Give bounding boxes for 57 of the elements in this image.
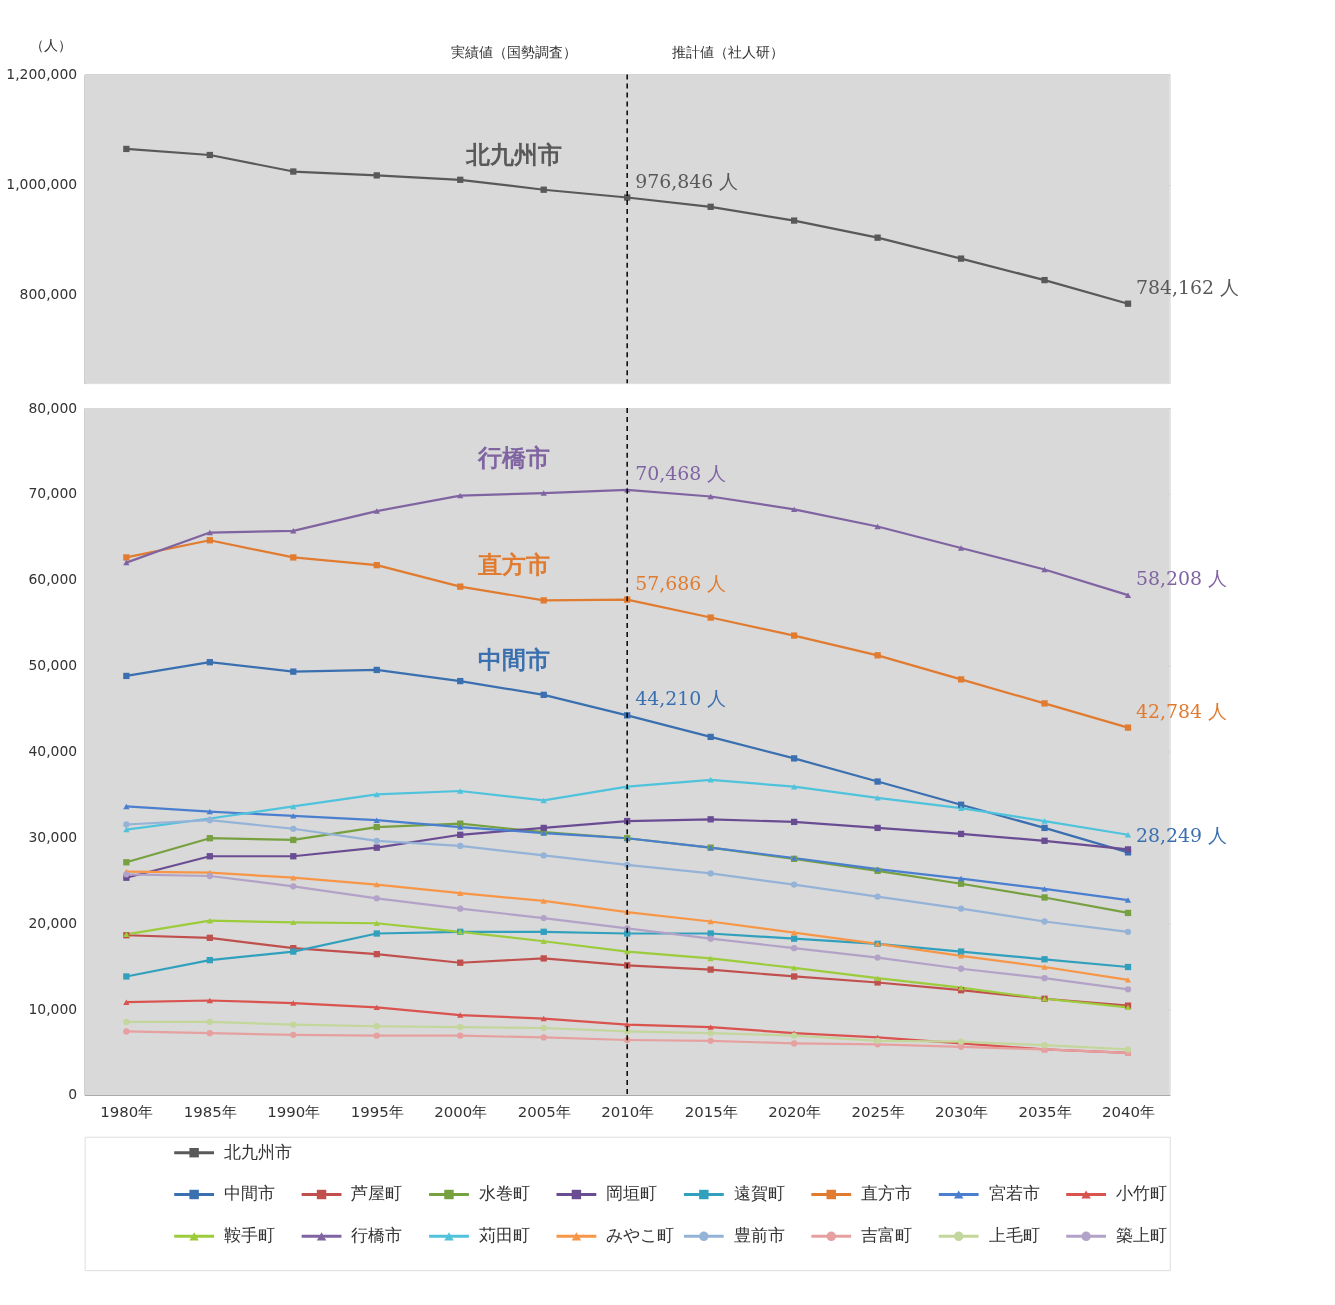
- x-tick-label: 2000年: [434, 1103, 488, 1122]
- y-tick-label: 30,000: [28, 828, 78, 845]
- legend-label: 宮若市: [988, 1183, 1040, 1204]
- y-tick-label: 1,200,000: [6, 66, 78, 83]
- y-tick-label: 800,000: [19, 286, 78, 303]
- legend-label: 中間市: [223, 1183, 275, 1204]
- annotation: 中間市: [477, 645, 550, 674]
- y-tick-label: 0: [68, 1086, 78, 1103]
- x-tick-label: 2025年: [851, 1103, 905, 1122]
- legend-label: 水巻町: [478, 1183, 530, 1204]
- x-tick-label: 2035年: [1018, 1103, 1072, 1122]
- data-label: 57,686 人: [635, 571, 727, 594]
- data-label: 42,784 人: [1135, 699, 1228, 722]
- data-label: 44,210 人: [635, 687, 727, 710]
- annotation: 行橋市: [476, 444, 550, 473]
- legend-label: 岡垣町: [606, 1183, 658, 1204]
- y-tick-label: 80,000: [28, 399, 78, 416]
- y-tick-label: 60,000: [28, 571, 78, 588]
- data-label: 784,162 人: [1135, 275, 1240, 298]
- data-label: 58,208 人: [1135, 567, 1228, 590]
- annotation: 北九州市: [464, 140, 562, 169]
- x-tick-label: 2030年: [935, 1103, 989, 1122]
- x-tick-label: 2010年: [601, 1103, 655, 1122]
- x-tick-label: 2020年: [768, 1103, 822, 1122]
- legend-label: 行橋市: [351, 1225, 403, 1246]
- legend-label: 豊前市: [733, 1225, 785, 1246]
- text: 実績値（国勢調査）: [451, 43, 578, 60]
- legend-label: 北九州市: [223, 1141, 292, 1162]
- legend-label: 小竹町: [1115, 1183, 1167, 1204]
- x-tick-label: 2005年: [517, 1103, 571, 1122]
- y-tick-label: 50,000: [28, 657, 78, 674]
- data-label: 28,249 人: [1135, 824, 1228, 847]
- x-tick-label: 1980年: [100, 1103, 154, 1122]
- x-tick-label: 2040年: [1102, 1103, 1155, 1122]
- legend-label: みやこ町: [606, 1225, 675, 1246]
- y-axis-title: （人）: [30, 37, 73, 54]
- legend-label: 芦屋町: [351, 1183, 403, 1204]
- annotation: 直方市: [476, 551, 550, 580]
- y-tick-label: 20,000: [28, 914, 78, 931]
- y-tick-label: 40,000: [28, 742, 78, 759]
- legend-label: 直方市: [861, 1183, 913, 1204]
- data-label: 70,468 人: [635, 461, 727, 484]
- legend-label: 吉富町: [861, 1225, 913, 1246]
- y-tick-label: 1,000,000: [6, 176, 78, 193]
- data-label: 976,846 人: [635, 169, 739, 192]
- legend-label: 上毛町: [988, 1225, 1040, 1246]
- x-tick-label: 2015年: [684, 1103, 738, 1122]
- legend-label: 遠賀町: [733, 1183, 785, 1204]
- x-tick-label: 1985年: [183, 1103, 237, 1122]
- legend-label: 築上町: [1115, 1225, 1167, 1246]
- text: 推計値（社人研）: [671, 43, 784, 60]
- y-tick-label: 70,000: [28, 485, 78, 502]
- legend-label: 苅田町: [478, 1225, 530, 1246]
- x-tick-label: 1990年: [267, 1103, 321, 1122]
- y-tick-label: 10,000: [28, 1000, 78, 1017]
- legend-label: 鞍手町: [223, 1225, 275, 1246]
- x-tick-label: 1995年: [350, 1103, 404, 1122]
